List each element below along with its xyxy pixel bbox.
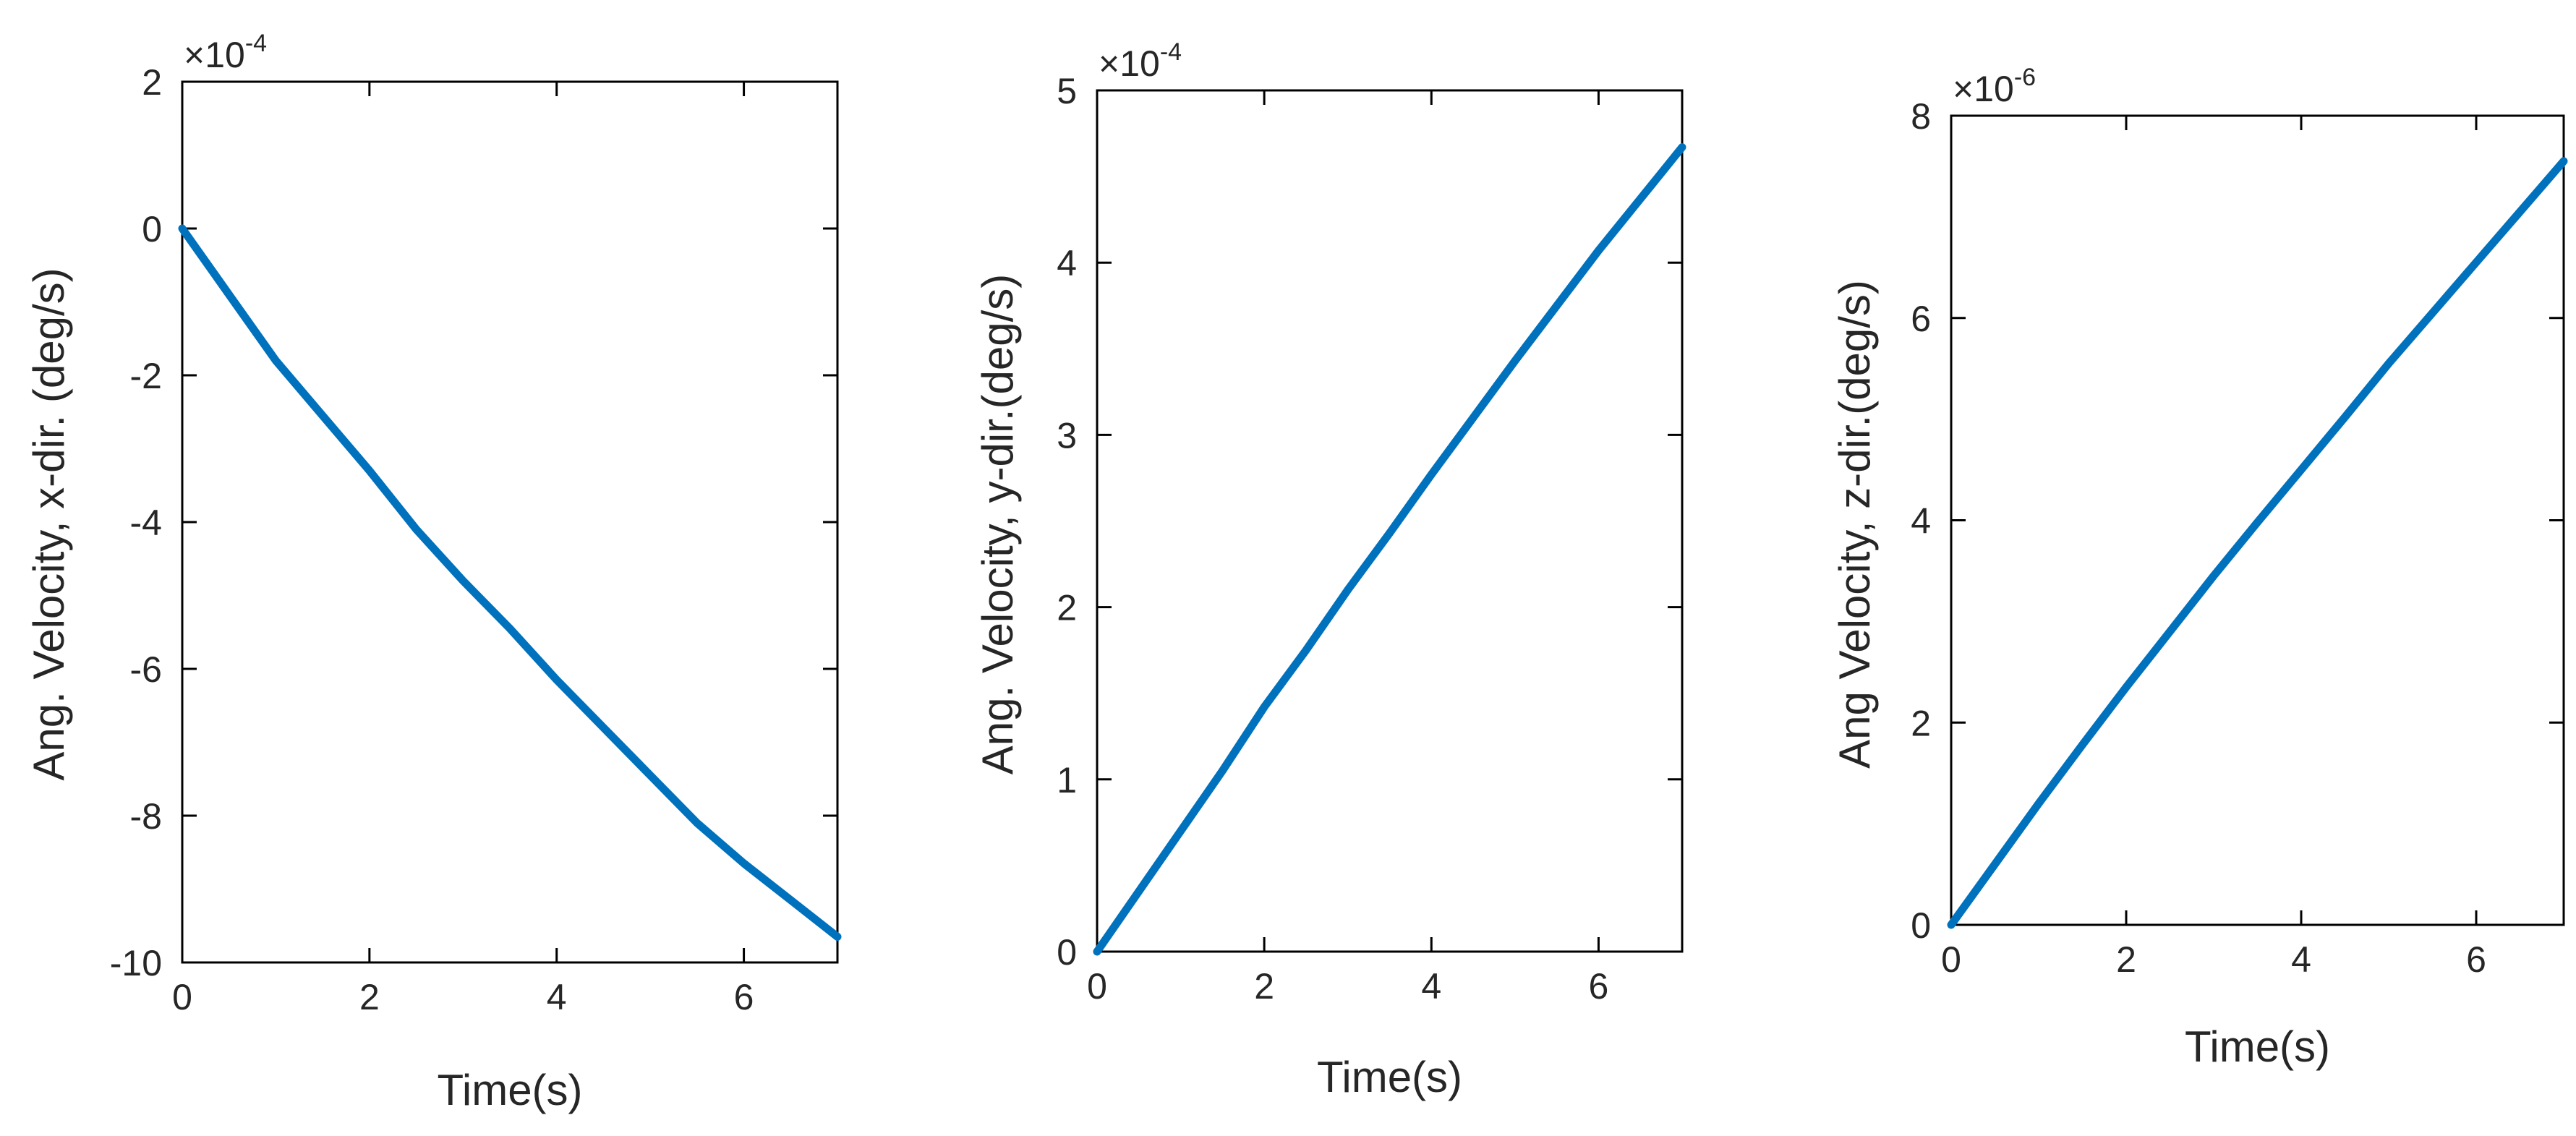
series-line-y-dir bbox=[1093, 143, 1686, 956]
series-line-z-dir bbox=[1947, 157, 2568, 929]
exponent-power: -6 bbox=[2014, 64, 2036, 91]
x-tick-label: 4 bbox=[2291, 939, 2311, 980]
exponent-base: ×10 bbox=[184, 35, 245, 75]
exponent-base: ×10 bbox=[1953, 69, 2014, 109]
x-axis-label: Time(s) bbox=[437, 1066, 582, 1114]
y-tick-label: 2 bbox=[1057, 588, 1077, 628]
chart-y-direction: 0 2 4 6 0 1 2 3 4 5 ×10-4 Time(s) Ang. Velocity, y-d… bbox=[973, 38, 1686, 1101]
y-tick-label: 0 bbox=[142, 209, 162, 249]
y-tick-label: 4 bbox=[1911, 501, 1931, 542]
exponent-label: ×10-4 bbox=[1099, 38, 1182, 84]
y-tick-label: 1 bbox=[1057, 760, 1077, 800]
x-axis-label: Time(s) bbox=[1317, 1053, 1462, 1101]
x-axis-label: Time(s) bbox=[2185, 1022, 2330, 1071]
y-tick-label: 2 bbox=[1911, 703, 1931, 743]
x-tick-label: 2 bbox=[2116, 939, 2136, 980]
series-line-x-dir bbox=[178, 224, 842, 941]
x-tick-label: 6 bbox=[2466, 939, 2486, 980]
plot-area bbox=[181, 80, 839, 964]
x-tick-label: 0 bbox=[172, 977, 192, 1017]
exponent-power: -4 bbox=[245, 30, 267, 57]
exponent-base: ×10 bbox=[1099, 43, 1160, 84]
x-tick-label: 2 bbox=[359, 977, 380, 1017]
y-tick-label: 4 bbox=[1057, 243, 1077, 283]
y-tick-label: 6 bbox=[1911, 299, 1931, 339]
y-tick-label: 8 bbox=[1911, 96, 1931, 137]
y-tick-label: -2 bbox=[130, 356, 162, 396]
x-tick-label: 0 bbox=[1087, 966, 1107, 1007]
y-tick-label: 0 bbox=[1911, 905, 1931, 946]
y-tick-label: -10 bbox=[110, 943, 162, 983]
y-axis-label: Ang. Velocity, x-dir. (deg/s) bbox=[25, 268, 73, 780]
x-tick-label: 2 bbox=[1254, 966, 1274, 1007]
y-tick-label: -6 bbox=[130, 649, 162, 690]
exponent-label: ×10-6 bbox=[1953, 64, 2036, 109]
y-tick-label: -8 bbox=[130, 796, 162, 837]
y-tick-label: 3 bbox=[1057, 415, 1077, 456]
x-tick-label: 0 bbox=[1941, 939, 1961, 980]
y-tick-label: -4 bbox=[130, 503, 162, 543]
y-axis-label: Ang Velocity, z-dir.(deg/s) bbox=[1830, 280, 1879, 769]
exponent-power: -4 bbox=[1160, 38, 1182, 66]
y-tick-label: 5 bbox=[1057, 71, 1077, 111]
y-axis-label: Ang. Velocity, y-dir.(deg/s) bbox=[973, 274, 1022, 775]
x-tick-label: 4 bbox=[1421, 966, 1441, 1007]
x-tick-label: 4 bbox=[547, 977, 567, 1017]
chart-z-direction: 0 2 4 6 0 2 4 6 8 ×10-6 Time(s) Ang Velocity, z-dir… bbox=[1830, 64, 2568, 1071]
x-tick-label: 6 bbox=[734, 977, 754, 1017]
x-tick-label: 6 bbox=[1589, 966, 1609, 1007]
y-tick-label: 0 bbox=[1057, 932, 1077, 973]
exponent-label: ×10-4 bbox=[184, 30, 267, 75]
y-tick-label: 2 bbox=[142, 62, 162, 103]
